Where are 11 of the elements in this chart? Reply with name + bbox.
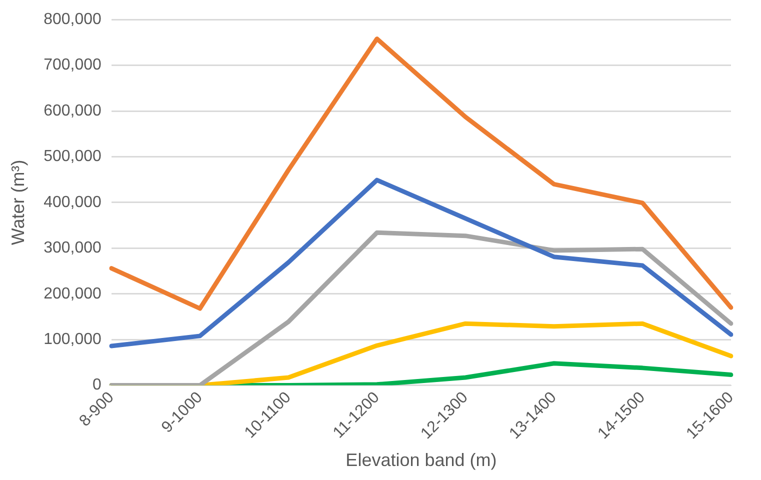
y-axis-title: Water (m³) xyxy=(8,160,28,246)
y-tick-label: 400,000 xyxy=(44,194,102,211)
x-axis-title: Elevation band (m) xyxy=(346,450,497,470)
y-tick-label: 500,000 xyxy=(44,148,102,166)
y-tick-label: 800,000 xyxy=(44,11,102,28)
y-tick-label: 700,000 xyxy=(44,56,102,74)
y-tick-label: 600,000 xyxy=(44,102,102,120)
y-tick-label: 0 xyxy=(92,376,102,394)
y-tick-label: 300,000 xyxy=(44,240,102,257)
y-tick-label: 100,000 xyxy=(44,330,102,348)
y-tick-label: 200,000 xyxy=(44,285,102,302)
